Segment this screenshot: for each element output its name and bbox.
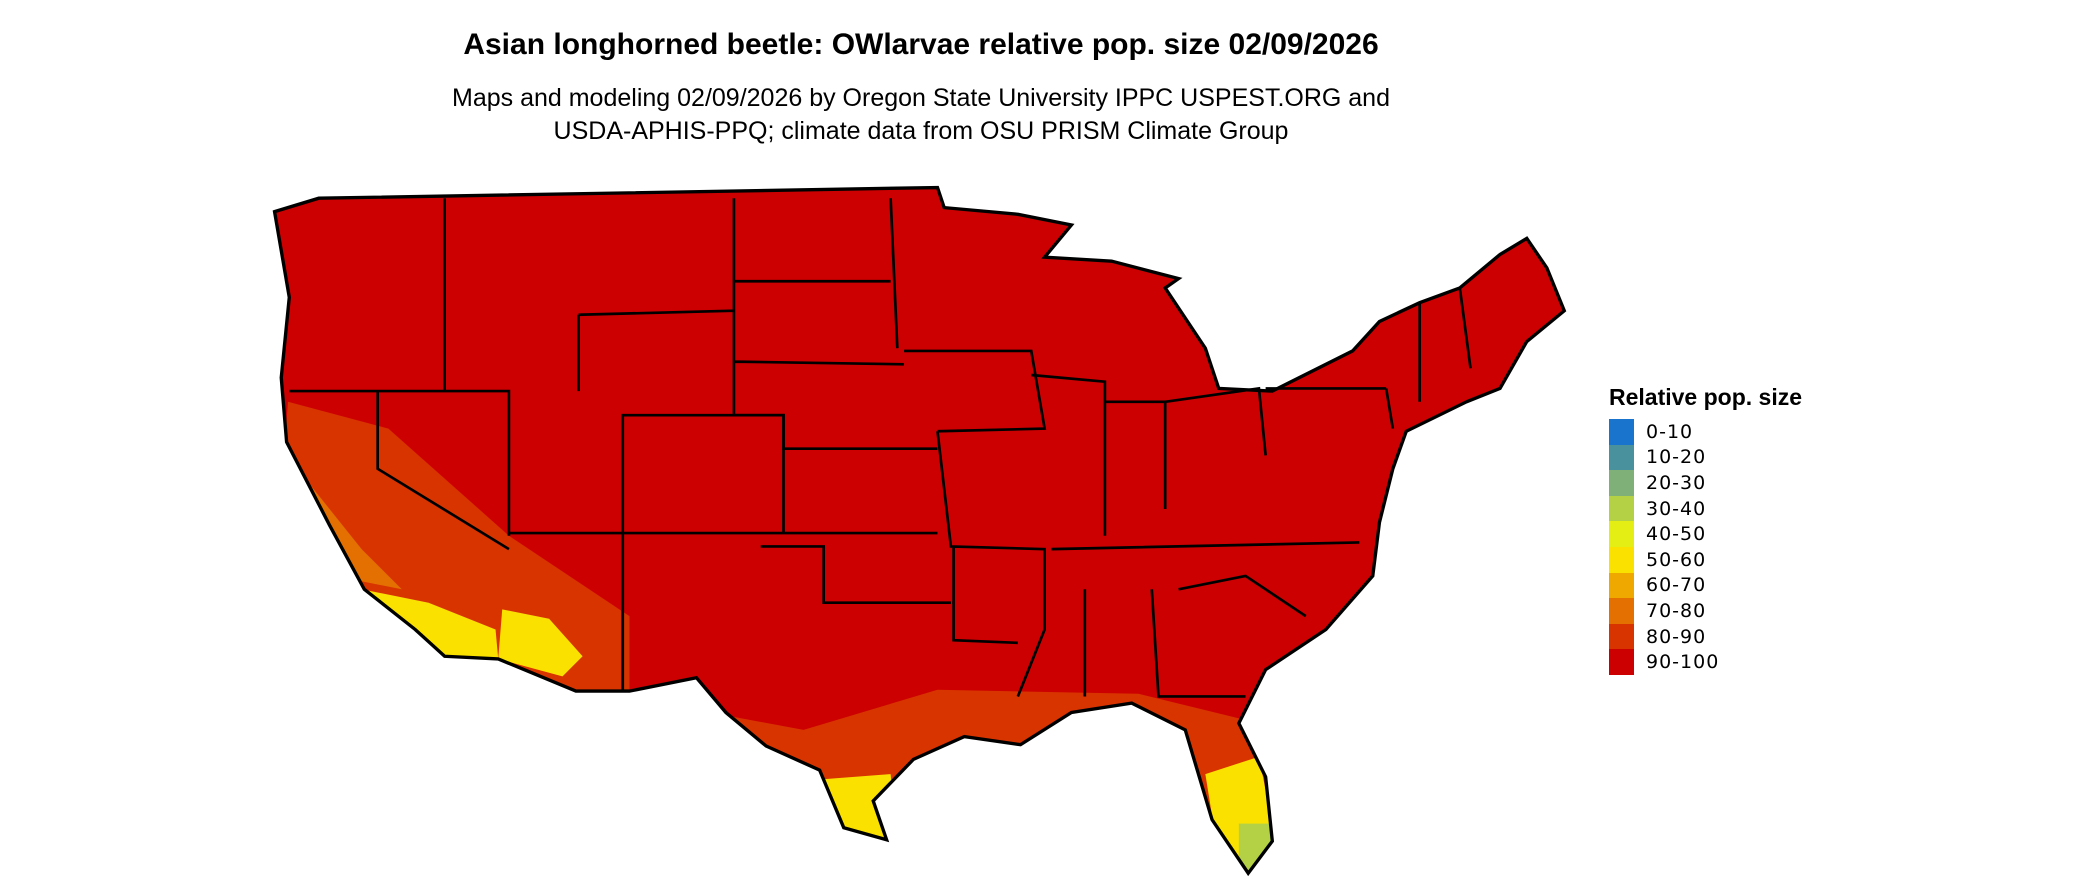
legend-label: 90-100 — [1646, 651, 1720, 674]
legend-label: 20-30 — [1646, 471, 1707, 494]
legend-label: 70-80 — [1646, 599, 1707, 622]
legend-swatch — [1609, 521, 1634, 547]
legend-swatch — [1609, 495, 1634, 522]
legend-swatch — [1609, 419, 1634, 445]
legend-label: 30-40 — [1646, 497, 1707, 520]
subtitle-line-2: USDA-APHIS-PPQ; climate data from OSU PR… — [553, 117, 1289, 145]
legend-swatch — [1609, 598, 1634, 624]
legend-item: 90-100 — [1609, 649, 1802, 675]
legend-swatch — [1609, 649, 1634, 675]
legend-swatch — [1609, 444, 1634, 471]
legend-label: 50-60 — [1646, 548, 1707, 571]
legend-swatch — [1609, 470, 1634, 496]
legend-label: 0-10 — [1646, 420, 1694, 443]
legend-label: 10-20 — [1646, 446, 1707, 469]
legend: Relative pop. size 0-10 10-20 20-30 30-40 40… — [1609, 384, 1802, 675]
legend-item: 40-50 — [1609, 521, 1802, 547]
zone-50-60-socal — [361, 589, 499, 659]
legend-item: 50-60 — [1609, 546, 1802, 573]
zone-50-60-arizona — [498, 609, 583, 677]
legend-item: 80-90 — [1609, 623, 1802, 650]
legend-item: 20-30 — [1609, 470, 1802, 496]
legend-swatch — [1609, 546, 1634, 573]
legend-item: 10-20 — [1609, 444, 1802, 471]
legend-label: 60-70 — [1646, 574, 1707, 597]
legend-item: 30-40 — [1609, 495, 1802, 522]
legend-item: 70-80 — [1609, 598, 1802, 624]
legend-item: 0-10 — [1609, 419, 1802, 445]
legend-swatch — [1609, 572, 1634, 599]
legend-label: 40-50 — [1646, 523, 1707, 546]
map-title: Asian longhorned beetle: OWlarvae relati… — [463, 28, 1379, 61]
state-borders — [289, 198, 1472, 698]
legend-label: 80-90 — [1646, 625, 1707, 648]
legend-title: Relative pop. size — [1609, 384, 1803, 410]
legend-swatch — [1609, 623, 1634, 650]
legend-item: 60-70 — [1609, 572, 1802, 599]
subtitle-line-1: Maps and modeling 02/09/2026 by Oregon S… — [452, 84, 1390, 112]
